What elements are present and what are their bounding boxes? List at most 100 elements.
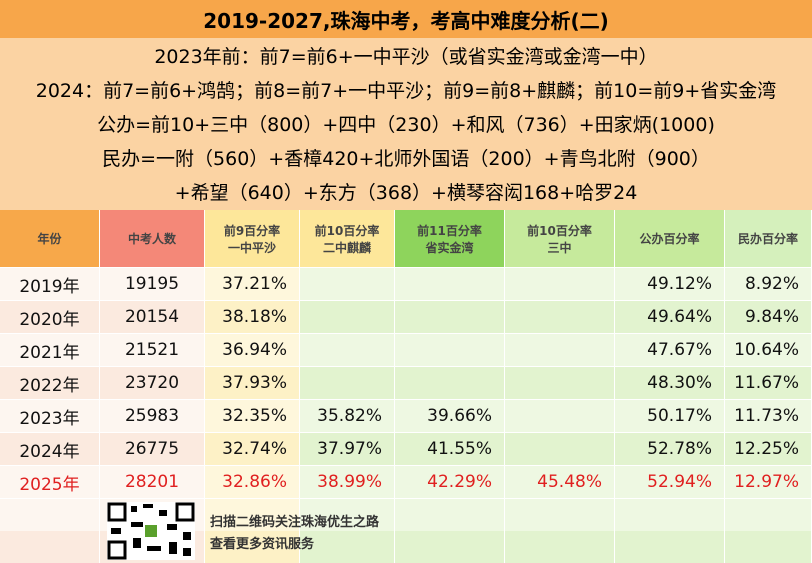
- header-text: 公办百分率: [639, 232, 700, 246]
- table-cell: [395, 301, 505, 334]
- footer-cell: [395, 531, 505, 563]
- table-cell: 42.29%: [395, 466, 505, 499]
- info-line: 民办=一附（560）+香樟420+北师外国语（200）+青鸟北附（900）: [102, 148, 710, 170]
- qr-code: [107, 502, 195, 560]
- header-text: 中考人数: [127, 232, 176, 246]
- footer-cell: [205, 531, 300, 563]
- table-cell: 48.30%: [615, 367, 725, 400]
- table-cell: 32.86%: [205, 466, 300, 499]
- info-line: +希望（640）+东方（368）+横琴容闳168+哈罗24: [174, 182, 638, 204]
- table-cell: 35.82%: [300, 400, 395, 433]
- footer-cell: [205, 499, 300, 532]
- table-cell: [505, 367, 615, 400]
- header-text: 二中麒麟: [322, 240, 371, 255]
- footer-cell: [0, 499, 100, 532]
- table-cell: 36.94%: [205, 334, 300, 367]
- header-text: 前10百分率: [314, 223, 380, 238]
- table-cell: 49.12%: [615, 268, 725, 301]
- table-cell: [395, 268, 505, 301]
- header-text: 前9百分率: [223, 223, 281, 238]
- table-cell: [300, 367, 395, 400]
- column-header: 年份: [0, 210, 100, 268]
- footer-cell: [300, 499, 395, 532]
- table-cell: 50.17%: [615, 400, 725, 433]
- table-cell: [505, 301, 615, 334]
- info-line: 2023年前：前7=前6+一中平沙（或省实金湾或金湾一中）: [154, 46, 658, 68]
- table-cell: 37.93%: [205, 367, 300, 400]
- info-line: 公办=前10+三中（800）+四中（230）+和风（736）+田家炳(1000): [97, 114, 715, 136]
- table-cell: [505, 268, 615, 301]
- table-cell: 45.48%: [505, 466, 615, 499]
- table-cell: 2022年: [0, 367, 100, 400]
- table-cell: 23720: [100, 367, 205, 400]
- footer-cell: [725, 499, 812, 532]
- table-cell: [395, 334, 505, 367]
- footer-cell: [395, 499, 505, 532]
- table-cell: 19195: [100, 268, 205, 301]
- table-cell: 20154: [100, 301, 205, 334]
- header-text: 前10百分率: [527, 223, 592, 238]
- table-cell: 2023年: [0, 400, 100, 433]
- table-cell: [505, 433, 615, 466]
- table-cell: 37.97%: [300, 433, 395, 466]
- table-cell: [505, 400, 615, 433]
- footer-cell: [725, 531, 812, 563]
- table-cell: 38.18%: [205, 301, 300, 334]
- table-cell: 47.67%: [615, 334, 725, 367]
- table-cell: 11.73%: [725, 400, 812, 433]
- column-header: 民办百分率: [725, 210, 812, 268]
- table-cell: 2019年: [0, 268, 100, 301]
- column-header: 前10百分率 三中: [505, 210, 615, 268]
- info-panel: 2023年前：前7=前6+一中平沙（或省实金湾或金湾一中） 2024：前7=前6+…: [0, 38, 812, 210]
- footer-text: 查看更多资讯服务: [210, 537, 315, 552]
- header-text: 三中: [547, 240, 572, 255]
- column-header: 前11百分率 省实金湾: [395, 210, 505, 268]
- footer-cell: [505, 531, 615, 563]
- header-text: 前11百分率: [417, 223, 482, 238]
- column-header: 前9百分率 一中平沙: [205, 210, 300, 268]
- table-cell: 12.25%: [725, 433, 812, 466]
- table-cell: 38.99%: [300, 466, 395, 499]
- table-cell: [300, 301, 395, 334]
- table-cell: 39.66%: [395, 400, 505, 433]
- table-cell: 49.64%: [615, 301, 725, 334]
- header-text: 省实金湾: [425, 240, 474, 255]
- table-cell: 37.21%: [205, 268, 300, 301]
- table-cell: [300, 268, 395, 301]
- table-cell: 52.94%: [615, 466, 725, 499]
- table-cell: 9.84%: [725, 301, 812, 334]
- column-header: 前10百分率 二中麒麟: [300, 210, 395, 268]
- table-cell: [505, 334, 615, 367]
- table-cell: 2025年: [0, 466, 100, 499]
- info-line: 2024：前7=前6+鸿鹄；前8=前7+一中平沙；前9=前8+麒麟；前10=前9…: [35, 80, 777, 102]
- table-cell: 32.74%: [205, 433, 300, 466]
- header-text: 年份: [37, 232, 62, 246]
- title: 2019-2027,珠海中考，考高中难度分析(二): [0, 0, 812, 38]
- table-cell: 52.78%: [615, 433, 725, 466]
- table-cell: 10.64%: [725, 334, 812, 367]
- table-cell: 2020年: [0, 301, 100, 334]
- table-cell: 28201: [100, 466, 205, 499]
- table-cell: 2021年: [0, 334, 100, 367]
- table-cell: 21521: [100, 334, 205, 367]
- footer-text: 扫描二维码关注珠海优生之路: [210, 515, 380, 530]
- table-cell: 32.35%: [205, 400, 300, 433]
- footer-cell: [615, 499, 725, 532]
- footer-cell: [505, 499, 615, 532]
- table-cell: [300, 334, 395, 367]
- table-cell: 8.92%: [725, 268, 812, 301]
- footer-cell: [300, 531, 395, 563]
- table-cell: 26775: [100, 433, 205, 466]
- column-header: 公办百分率: [615, 210, 725, 268]
- header-text: 民办百分率: [737, 232, 798, 246]
- footer-cell: [0, 531, 100, 563]
- table-cell: 25983: [100, 400, 205, 433]
- table-cell: 11.67%: [725, 367, 812, 400]
- column-header: 中考人数: [100, 210, 205, 268]
- table-cell: 12.97%: [725, 466, 812, 499]
- footer-cell: [615, 531, 725, 563]
- table-cell: [395, 367, 505, 400]
- table-cell: 2024年: [0, 433, 100, 466]
- table-cell: 41.55%: [395, 433, 505, 466]
